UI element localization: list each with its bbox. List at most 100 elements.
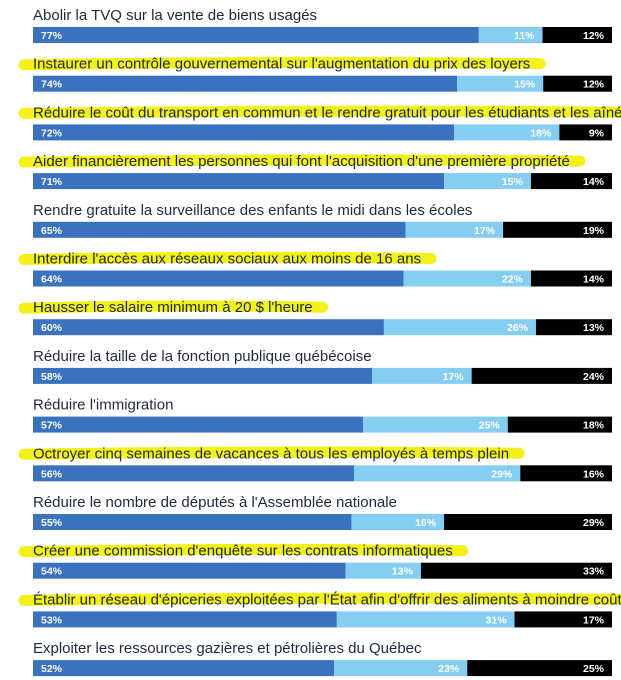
bar-segment-agree	[33, 660, 335, 677]
chart-row: Abolir la TVQ sur la vente de biens usag…	[33, 7, 612, 43]
bar-segment-unsure	[507, 416, 612, 433]
chart-row: Réduire la taille de la fonction publiqu…	[33, 348, 612, 384]
bar-segment-disagree	[383, 319, 536, 336]
bar-segment-agree	[33, 416, 364, 433]
bar-segment-unsure	[530, 173, 612, 190]
row-label: Créer une commission d'enquête sur les c…	[33, 543, 453, 560]
bar-value-label: 16%	[583, 468, 605, 480]
bar-value-label: 24%	[583, 371, 605, 383]
bar-segment-agree	[33, 514, 352, 530]
bar-segment-disagree	[454, 124, 560, 141]
bar-segment-unsure	[520, 465, 612, 482]
bar-value-label: 18%	[583, 420, 605, 432]
row-label: Réduire l'immigration	[33, 397, 173, 414]
bar-segment-unsure	[420, 562, 612, 579]
bar-segment-unsure	[471, 367, 612, 384]
bar-value-label: 57%	[41, 420, 63, 432]
bar-segment-unsure	[514, 611, 612, 628]
highlighter-mark	[18, 592, 621, 606]
bar-segment-agree	[33, 27, 479, 43]
bar-segment-disagree	[403, 270, 531, 287]
bar-value-label: 13%	[392, 566, 414, 578]
highlighter-mark	[18, 446, 525, 460]
bar-value-label: 17%	[443, 371, 465, 383]
bar-segment-agree	[33, 562, 346, 579]
highlighter-mark	[18, 105, 621, 119]
bar-value-label: 26%	[507, 322, 529, 334]
bar-value-label: 74%	[41, 79, 63, 91]
chart-row: Rendre gratuite la surveillance des enfa…	[33, 202, 612, 238]
row-label: Instaurer un contrôle gouvernemental sur…	[33, 56, 530, 73]
bar-segment-agree	[33, 124, 455, 141]
row-label: Octroyer cinq semaines de vacances à tou…	[33, 445, 509, 462]
chart-row: Réduire le coût du transport en commun e…	[18, 104, 621, 141]
bar-segment-disagree	[345, 562, 421, 579]
chart-row: Réduire le nombre de députés à l'Assembl…	[33, 494, 612, 530]
bar-value-label: 55%	[41, 517, 63, 529]
row-label: Abolir la TVQ sur la vente de biens usag…	[33, 7, 317, 24]
bar-value-label: 60%	[41, 322, 63, 334]
bar-value-label: 14%	[583, 274, 605, 286]
highlighter-mark	[18, 300, 329, 314]
highlighter-mark	[18, 154, 586, 168]
row-label: Interdire l'accès aux réseaux sociaux au…	[33, 251, 421, 268]
bar-segment-disagree	[478, 27, 543, 43]
bar-segment-disagree	[354, 465, 521, 482]
bar-segment-unsure	[559, 124, 612, 141]
chart-row: Octroyer cinq semaines de vacances à tou…	[18, 445, 612, 482]
bar-segment-disagree	[444, 173, 531, 190]
bar-value-label: 17%	[583, 614, 605, 626]
bar-value-label: 25%	[583, 663, 605, 675]
bar-value-label: 29%	[491, 468, 513, 480]
chart-row: Aider financièrement les personnes qui f…	[18, 153, 612, 190]
bar-value-label: 18%	[530, 127, 552, 139]
bar-segment-disagree	[405, 221, 504, 238]
bar-value-label: 29%	[583, 517, 605, 529]
row-label: Réduire le coût du transport en commun e…	[33, 104, 621, 121]
bar-value-label: 52%	[41, 663, 63, 675]
bar-segment-agree	[33, 319, 384, 336]
bar-value-label: 23%	[438, 663, 460, 675]
bar-value-label: 71%	[41, 176, 63, 188]
chart-row: Interdire l'accès aux réseaux sociaux au…	[18, 251, 612, 287]
bar-value-label: 58%	[41, 371, 63, 383]
bar-segment-unsure	[503, 221, 612, 238]
bar-value-label: 15%	[514, 79, 536, 91]
bar-segment-disagree	[372, 367, 472, 384]
bar-segment-disagree	[351, 514, 445, 530]
row-label: Exploiter les ressources gazières et pét…	[33, 640, 422, 657]
highlighter-mark	[18, 543, 469, 558]
bar-value-label: 9%	[589, 127, 605, 139]
chart-row: Réduire l'immigration 57% 25% 18%	[33, 397, 612, 433]
bar-value-label: 64%	[41, 274, 63, 286]
chart-row: Établir un réseau d'épiceries exploitées…	[18, 591, 621, 628]
highlighter-mark	[18, 251, 437, 265]
bar-value-label: 54%	[41, 566, 63, 578]
bar-value-label: 72%	[41, 127, 63, 139]
bar-segment-agree	[33, 611, 337, 628]
bar-segment-unsure	[543, 75, 612, 92]
bar-value-label: 25%	[479, 420, 501, 432]
bar-segment-disagree	[363, 416, 508, 433]
bar-value-label: 56%	[41, 468, 63, 480]
bar-value-label: 19%	[583, 225, 605, 237]
bar-segment-unsure	[542, 27, 612, 43]
row-label: Aider financièrement les personnes qui f…	[33, 153, 570, 170]
bar-segment-unsure	[535, 319, 612, 336]
bar-value-label: 53%	[41, 614, 63, 626]
bar-segment-agree	[33, 465, 355, 482]
chart-row: Créer une commission d'enquête sur les c…	[18, 543, 612, 579]
bar-value-label: 16%	[415, 517, 437, 529]
bar-value-label: 11%	[514, 30, 535, 42]
row-label: Établir un réseau d'épiceries exploitées…	[33, 591, 621, 608]
bar-segment-unsure	[467, 660, 612, 677]
bar-value-label: 12%	[583, 30, 605, 42]
bar-value-label: 22%	[502, 274, 524, 286]
row-label: Réduire le nombre de députés à l'Assembl…	[33, 494, 397, 511]
row-label: Rendre gratuite la surveillance des enfa…	[33, 202, 472, 219]
bar-segment-disagree	[457, 75, 544, 92]
bar-segment-agree	[33, 75, 458, 92]
bar-value-label: 65%	[41, 225, 63, 237]
bar-value-label: 12%	[583, 79, 605, 91]
